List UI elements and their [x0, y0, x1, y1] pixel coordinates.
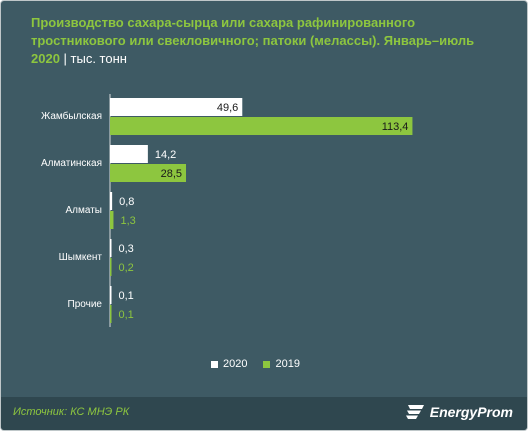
bar-2019	[110, 258, 112, 276]
bar-2019	[110, 211, 114, 229]
brand-name: EnergyProm	[429, 404, 513, 420]
legend-label-2020: 2020	[223, 358, 248, 370]
category-label: Прочие	[68, 299, 103, 310]
legend-swatch-2020	[211, 360, 218, 368]
data-label-2019: 113,4	[382, 121, 409, 133]
data-label-2020: 49,6	[217, 102, 238, 114]
category-label: Шымкент	[59, 252, 103, 263]
legend-item-2020: 2020	[211, 358, 247, 370]
bar-2019	[110, 305, 112, 323]
category-label: Жамбылская	[41, 110, 102, 122]
chart-title-unit: | тыс. тонн	[63, 51, 127, 66]
data-label-2019: 28,5	[161, 168, 182, 180]
data-label-2020: 0,8	[119, 196, 134, 208]
bar-2020	[110, 145, 148, 163]
chart-title-main: Производство сахара-сырца или сахара раф…	[31, 15, 475, 66]
bar-2019	[110, 117, 413, 135]
legend-item-2019: 2019	[263, 358, 300, 370]
bar-2020	[110, 239, 112, 257]
data-label-2019: 0,2	[119, 262, 134, 274]
legend-label-2019: 2019	[275, 358, 300, 370]
data-label-2019: 1,3	[120, 215, 135, 227]
bar-2020	[110, 286, 112, 304]
energyprom-logo-icon	[405, 405, 424, 419]
footer: Источник: КС МНЭ РК EnergyProm	[1, 397, 527, 430]
bar-2019	[110, 164, 187, 182]
bar-chart: Жамбылская 49,6 113,4 Алматинская 14,2 28,5 Ал…	[41, 94, 413, 327]
legend: 2020 2019	[211, 358, 300, 370]
data-label-2020: 0,1	[119, 290, 134, 302]
data-label-2020: 14,2	[155, 149, 176, 161]
data-label-2019: 0,1	[119, 309, 134, 321]
source-text: Источник: КС МНЭ РК	[13, 406, 130, 418]
legend-swatch-2019	[263, 360, 271, 368]
bar-2020	[110, 98, 243, 116]
category-label: Алматы	[66, 205, 103, 216]
chart-title: Производство сахара-сырца или сахара раф…	[31, 14, 501, 68]
category-label: Алматинская	[41, 158, 102, 169]
data-label-2020: 0,3	[119, 243, 134, 255]
bar-2020	[110, 192, 113, 210]
brand-logo: EnergyProm	[404, 403, 513, 421]
